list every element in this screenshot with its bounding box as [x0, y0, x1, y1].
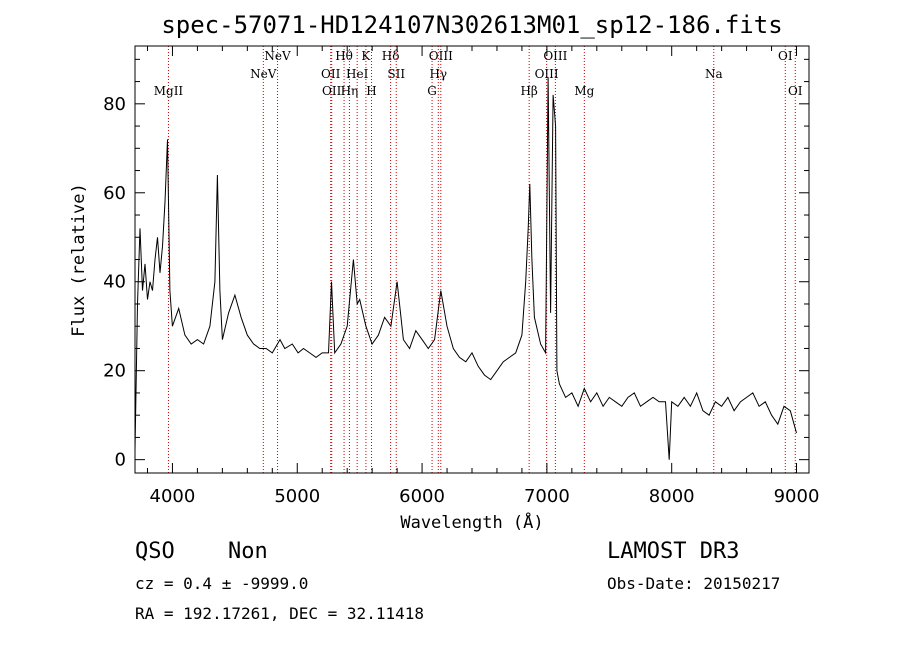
spectral-line-label: NeV [250, 67, 277, 81]
spectral-line-label: Mg [574, 84, 594, 98]
spectral-line-label: Hδ [382, 49, 400, 63]
y-axis-title: Flux (relative) [69, 183, 89, 337]
x-tick-label: 7000 [524, 486, 570, 507]
y-tick-label: 60 [103, 183, 126, 204]
y-tick-label: 80 [103, 94, 126, 115]
spectrum-series-line [134, 77, 797, 460]
spectral-line-label: Hβ [520, 84, 537, 98]
spectral-line-label: SII [387, 67, 405, 81]
spectral-line-label: OIII [535, 67, 559, 81]
y-tick-label: 20 [103, 361, 126, 382]
chart-title: spec-57071-HD124107N302613M01_sp12-186.f… [161, 11, 782, 39]
y-tick-label: 40 [103, 272, 126, 293]
object-subclass: Non [228, 539, 268, 564]
spectral-line-label: OII [321, 67, 341, 81]
spectral-line-label: MgII [154, 84, 184, 98]
object-class: QSO [135, 539, 175, 564]
y-axis: 0 20 40 60 80 [103, 58, 809, 471]
x-axis-title: Wavelength (Å) [400, 511, 543, 533]
spectral-line-label: K [361, 49, 371, 63]
spectral-line-markers [167, 46, 796, 473]
x-tick-label: 6000 [399, 486, 445, 507]
x-tick-label: 8000 [649, 486, 695, 507]
survey-name: LAMOST DR3 [607, 539, 739, 564]
x-tick-label: 9000 [774, 486, 820, 507]
x-tick-label: 5000 [274, 486, 320, 507]
y-tick-label: 0 [115, 450, 126, 471]
redshift-info: cz = 0.4 ± -9999.0 [135, 574, 308, 593]
spectral-line-label: Na [705, 67, 723, 81]
spectral-line-label: OI [778, 49, 793, 63]
spectral-line-label: OIII [429, 49, 453, 63]
coordinates-info: RA = 192.17261, DEC = 32.11418 [135, 604, 424, 623]
spectral-line-label: H [366, 84, 376, 98]
spectral-line-label: OIII [543, 49, 567, 63]
plot-frame [134, 45, 810, 474]
x-tick-label: 4000 [150, 486, 196, 507]
spectral-line-label: OI [788, 84, 803, 98]
spectral-line-label: Hθ [335, 49, 353, 63]
spectral-line-label: Hη [341, 84, 359, 98]
spectral-line-label: HeI [346, 67, 369, 81]
spectral-line-label: OII [322, 84, 342, 98]
spectral-line-labels: MgII NeV NeV OII OII Hθ Hη HeI K H Hδ SII G Hγ OIII Hβ O… [154, 49, 803, 98]
observation-date: Obs-Date: 20150217 [607, 574, 780, 593]
spectral-line-label: NeV [264, 49, 291, 63]
spectral-line-label: G [427, 84, 437, 98]
x-axis: 4000 5000 6000 7000 8000 9000 [146, 46, 820, 507]
spectral-line-label: Hγ [429, 67, 447, 81]
